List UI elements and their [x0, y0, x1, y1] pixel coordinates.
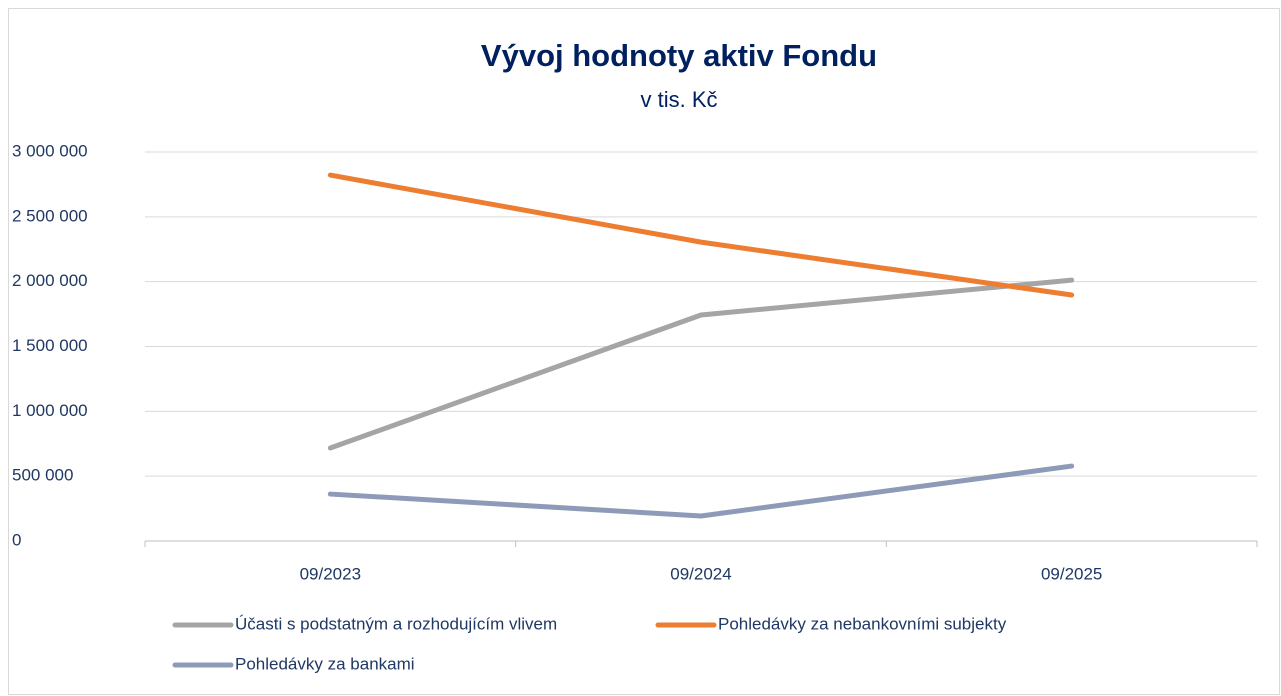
y-tick-label: 3 000 000	[12, 141, 88, 160]
y-tick-label: 2 000 000	[12, 271, 88, 290]
x-tick-label: 09/2025	[1041, 564, 1102, 583]
chart-title: Vývoj hodnoty aktiv Fondu	[481, 38, 877, 73]
x-tick-label: 09/2024	[670, 564, 731, 583]
y-tick-label: 500 000	[12, 466, 73, 485]
y-tick-label: 1 500 000	[12, 336, 88, 355]
legend-label: Účasti s podstatným a rozhodujícím vlive…	[235, 614, 557, 633]
series-line	[327, 277, 1075, 451]
legend-label: Pohledávky za bankami	[235, 654, 415, 673]
legend-label: Pohledávky za nebankovními subjekty	[718, 614, 1007, 633]
x-tick-label: 09/2023	[300, 564, 361, 583]
chart-frame	[8, 8, 1280, 695]
y-tick-label: 2 500 000	[12, 206, 88, 225]
chart-subtitle: v tis. Kč	[640, 87, 717, 112]
y-tick-label: 1 000 000	[12, 401, 88, 420]
series-line	[327, 463, 1075, 519]
y-tick-label: 0	[12, 530, 21, 549]
series-line	[327, 172, 1075, 298]
